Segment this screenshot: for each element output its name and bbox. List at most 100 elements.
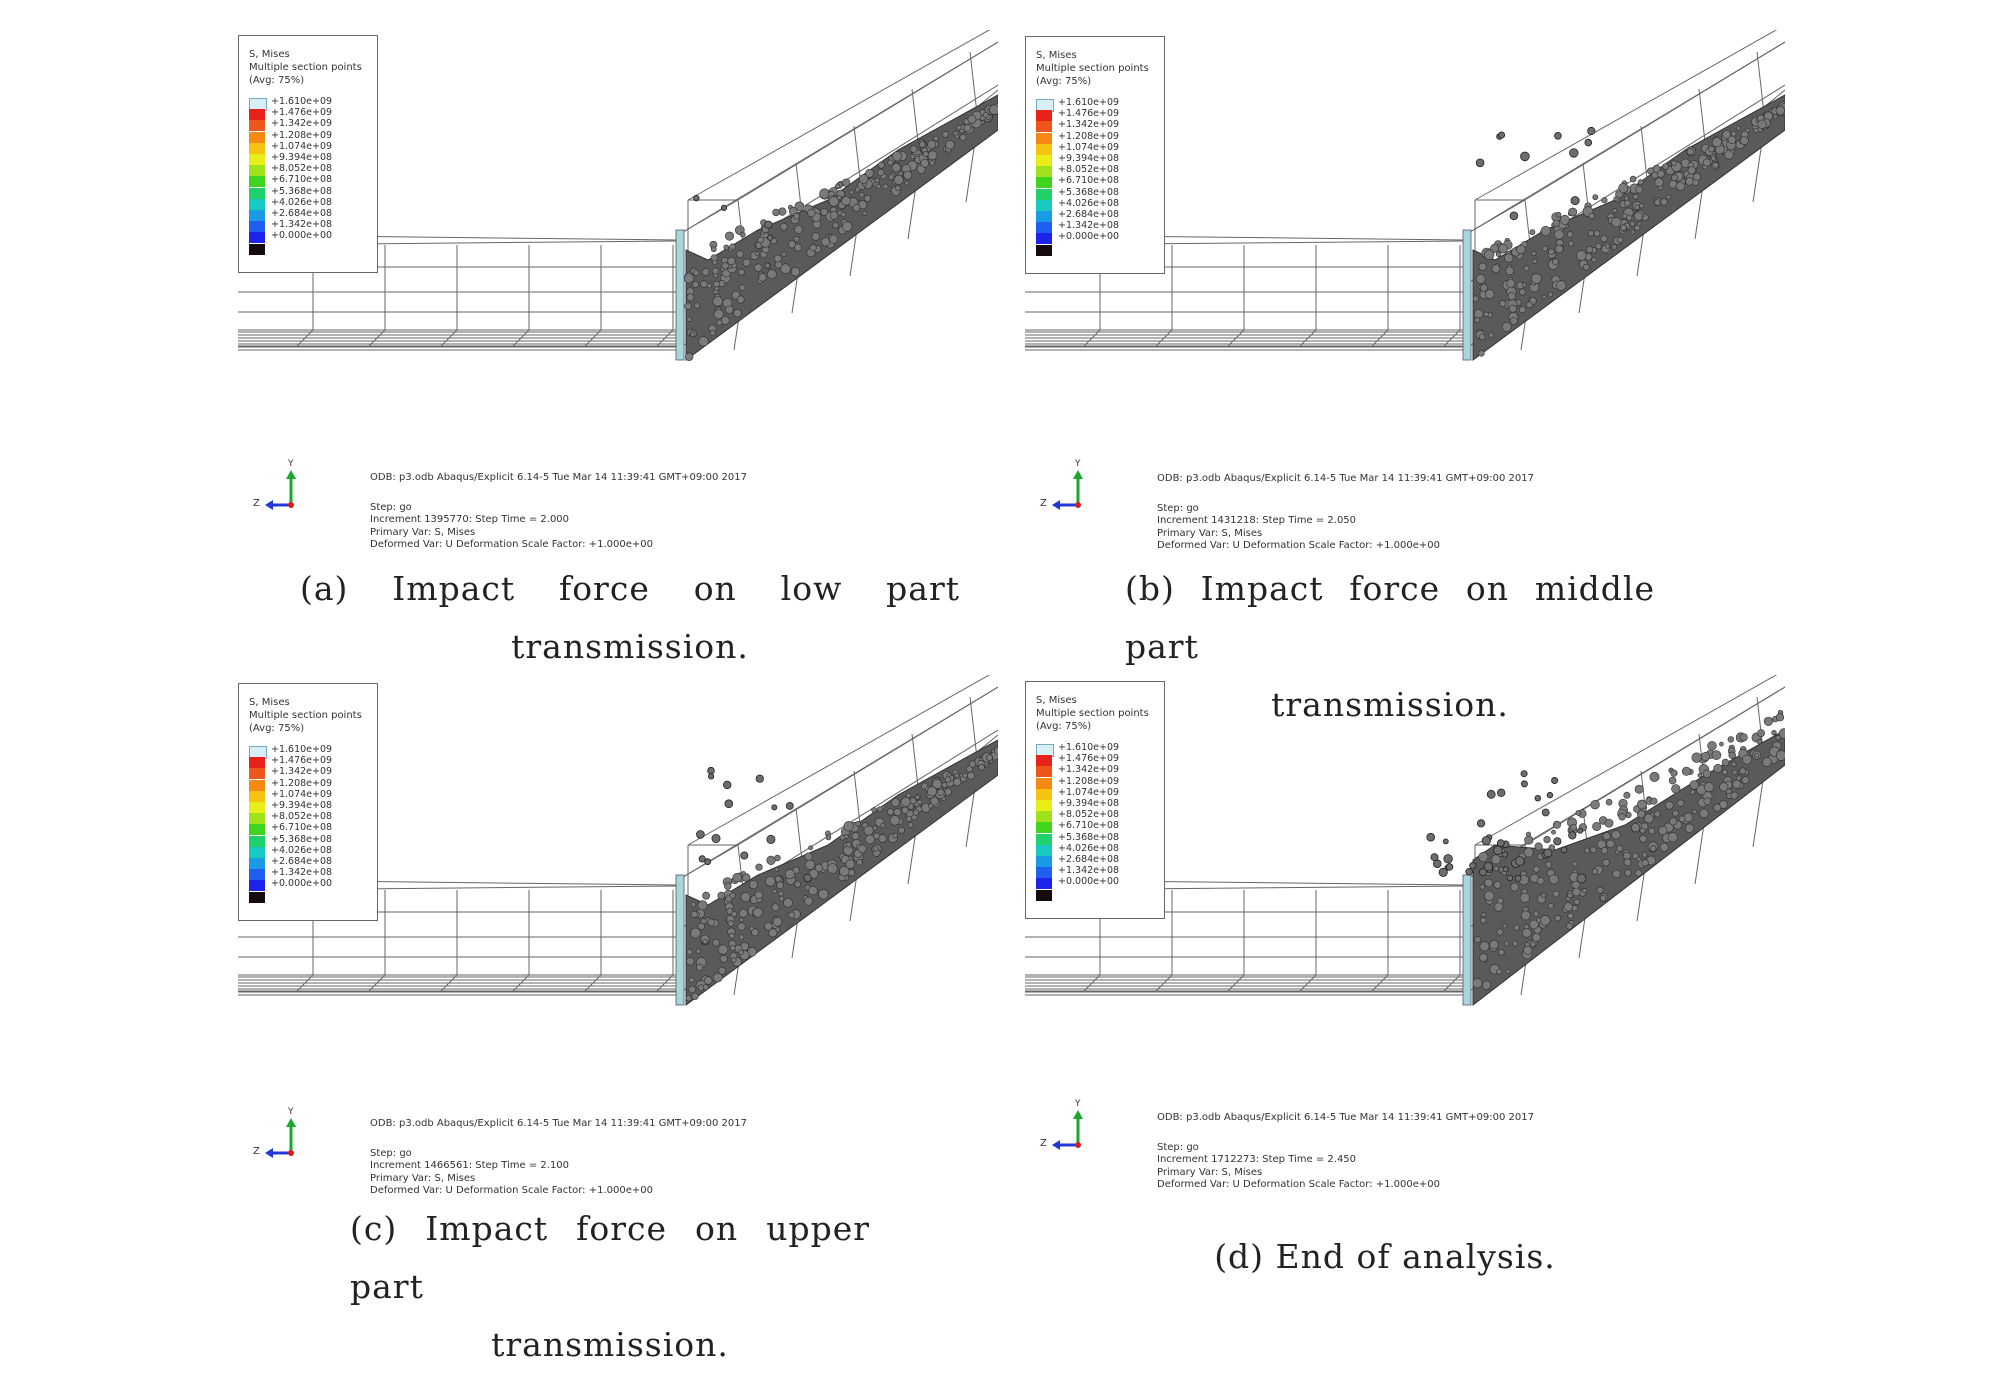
odb-line: ODB: p3.odb Abaqus/Explicit 6.14-5 Tue M…	[370, 472, 747, 483]
legend-swatch	[249, 198, 265, 210]
legend-title-line: Multiple section points	[249, 62, 362, 73]
legend-swatch	[1036, 800, 1052, 811]
increment-line: Increment 1466561: Step Time = 2.100	[370, 1160, 570, 1171]
legend-value: +8.052e+08	[271, 811, 333, 823]
legend-value: +1.342e+09	[1058, 764, 1120, 776]
legend-swatch	[1036, 878, 1052, 890]
legend-swatch	[1036, 188, 1052, 200]
legend-entry	[249, 131, 373, 143]
mesh-view	[238, 675, 998, 1006]
legend-swatch	[249, 243, 265, 255]
legend-value: +1.342e+08	[271, 219, 333, 231]
mesh-view	[238, 30, 998, 361]
legend-entry	[249, 779, 373, 791]
legend-entry	[1036, 844, 1160, 856]
legend-value: +5.368e+08	[1058, 186, 1120, 198]
legend-entry	[1036, 155, 1160, 166]
legend-swatch	[249, 802, 265, 813]
legend-entry	[249, 802, 373, 813]
particle-bed	[675, 739, 998, 1006]
legend-entry	[1036, 833, 1160, 845]
legend-swatch	[249, 120, 265, 132]
deformed-var-line: Deformed Var: U Deformation Scale Factor…	[1157, 1179, 1440, 1190]
legend-swatch	[249, 835, 265, 847]
legend-entry	[1036, 777, 1160, 789]
legend-value: +4.026e+08	[271, 196, 333, 208]
step-line: Step: go	[370, 1147, 412, 1159]
legend-entry	[249, 846, 373, 858]
legend-swatch	[1036, 822, 1052, 834]
legend-entry	[249, 891, 373, 903]
legend-entry	[249, 813, 373, 825]
legend-title-line: (Avg: 75%)	[249, 75, 305, 86]
legend-entry	[1036, 132, 1160, 144]
legend-value: +1.208e+09	[1058, 775, 1120, 787]
legend-title-line: Multiple section points	[1036, 63, 1149, 74]
legend-swatch	[1036, 233, 1052, 245]
legend-entry	[1036, 199, 1160, 211]
caption-line-2: transmission.	[491, 1325, 729, 1364]
legend-value: +1.074e+09	[1058, 141, 1120, 153]
caption-line-2: transmission.	[1271, 685, 1509, 724]
legend-swatch	[249, 176, 265, 188]
legend-swatch	[1036, 867, 1052, 879]
triad-y-label: Y	[1075, 1099, 1081, 1109]
increment-line: Increment 1395770: Step Time = 2.000	[370, 514, 570, 525]
legend-value: +1.208e+09	[271, 129, 333, 141]
legend-title-line: S, Mises	[1036, 695, 1077, 706]
triad-z-label: Z	[253, 1146, 260, 1157]
triad-z-label: Z	[1040, 1138, 1047, 1149]
legend-entry	[249, 768, 373, 780]
legend-swatch	[249, 891, 265, 903]
odb-line: ODB: p3.odb Abaqus/Explicit 6.14-5 Tue M…	[1157, 1112, 1534, 1123]
legend-value: +9.394e+08	[1058, 153, 1120, 164]
legend-swatch	[1036, 844, 1052, 856]
legend-value: +8.052e+08	[271, 163, 333, 175]
legend-swatch	[1036, 121, 1052, 133]
legend-value: +0.000e+00	[271, 230, 333, 242]
particle-bed	[1462, 94, 1785, 361]
legend-swatch	[1036, 856, 1052, 867]
legend-value: +1.074e+09	[271, 788, 333, 800]
legend-swatch	[249, 109, 265, 121]
triad-y-label: Y	[288, 459, 294, 469]
triad-y-label: Y	[1075, 459, 1081, 469]
mesh-view	[1025, 675, 1785, 1007]
legend-swatch	[249, 221, 265, 233]
legend-value: +1.342e+09	[1058, 119, 1120, 131]
legend-value: +0.000e+00	[271, 878, 333, 890]
legend-swatch	[1036, 222, 1052, 234]
panel-b: S, Mises Multiple section points (Avg: 75%…	[1025, 30, 1785, 590]
legend-value: +0.000e+00	[1058, 231, 1120, 243]
legend-swatch	[1036, 766, 1052, 778]
legend: S, Mises Multiple section points (Avg: 75%…	[1025, 681, 1165, 919]
odb-info: ODB: p3.odb Abaqus/Explicit 6.14-5 Tue M…	[370, 472, 747, 552]
legend-value: +1.476e+09	[271, 755, 333, 767]
legend-swatch	[1036, 177, 1052, 189]
panel-a: S, Mises Multiple section points (Avg: 75%…	[238, 30, 998, 590]
legend-entry	[1036, 867, 1160, 879]
legend-swatch	[249, 757, 265, 769]
legend-swatch	[249, 210, 265, 221]
caption-line-1: (a) Impact force on low part	[300, 569, 960, 608]
legend-value: +6.710e+08	[1058, 175, 1120, 187]
legend-entry	[1036, 811, 1160, 823]
legend-swatch	[1036, 199, 1052, 211]
primary-var-line: Primary Var: S, Mises	[370, 526, 476, 538]
legend-entry	[1036, 878, 1160, 890]
legend-swatch	[249, 790, 265, 802]
caption-b: (b) Impact force on middle part transmis…	[1125, 560, 1655, 734]
legend-title-line: (Avg: 75%)	[249, 723, 305, 734]
legend-swatch	[249, 880, 265, 892]
legend-value: +9.394e+08	[271, 800, 333, 811]
legend-swatch	[1036, 889, 1052, 901]
triad-arrows-icon	[265, 470, 296, 510]
legend: S, Mises Multiple section points (Avg: 75%…	[1025, 36, 1165, 274]
legend-entry	[249, 165, 373, 177]
legend-entry	[1036, 822, 1160, 834]
legend-value: +4.026e+08	[1058, 197, 1120, 209]
legend-value: +1.342e+09	[271, 118, 333, 130]
odb-info: ODB: p3.odb Abaqus/Explicit 6.14-5 Tue M…	[1157, 473, 1534, 553]
triad-arrows-icon	[1052, 470, 1083, 510]
